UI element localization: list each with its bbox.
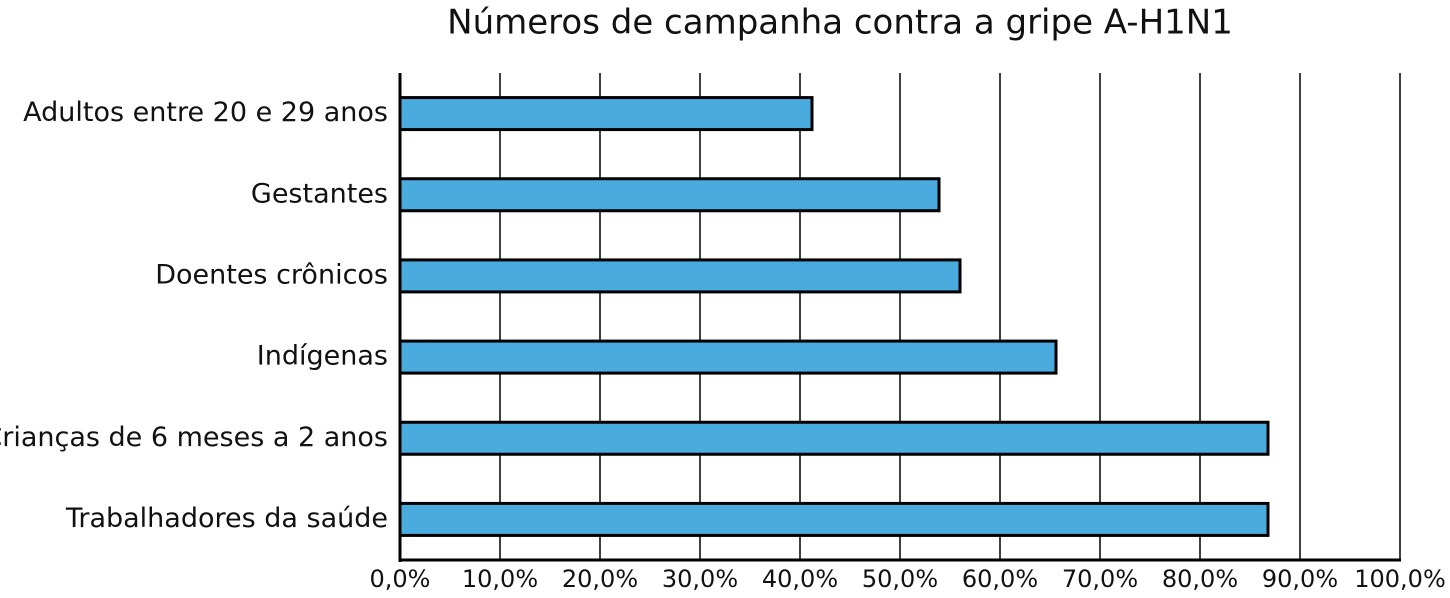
x-tick-label: 70,0% <box>1062 565 1138 593</box>
x-tick-label: 0,0% <box>370 565 431 593</box>
y-tick-label: Doentes crônicos <box>155 259 388 290</box>
y-tick-label: Adultos entre 20 e 29 anos <box>23 97 388 128</box>
y-tick-label: Trabalhadores da saúde <box>65 503 388 534</box>
x-tick-label: 60,0% <box>962 565 1038 593</box>
x-tick-label: 30,0% <box>662 565 738 593</box>
x-tick-label: 20,0% <box>562 565 638 593</box>
x-tick-label: 50,0% <box>862 565 938 593</box>
x-tick-label: 100,0% <box>1354 565 1446 593</box>
x-tick-label: 40,0% <box>762 565 838 593</box>
bar <box>398 420 1270 456</box>
x-tick-label: 10,0% <box>462 565 538 593</box>
bar <box>398 258 962 294</box>
bar <box>398 339 1058 375</box>
bar <box>398 177 941 213</box>
y-tick-label: Gestantes <box>251 178 388 209</box>
bar <box>398 501 1270 537</box>
y-tick-label: Indígenas <box>257 341 388 372</box>
bar <box>398 96 814 132</box>
x-tick-label: 80,0% <box>1162 565 1238 593</box>
x-tick-label: 90,0% <box>1262 565 1338 593</box>
y-tick-label: Crianças de 6 meses a 2 anos <box>0 422 388 453</box>
chart-title: Números de campanha contra a gripe A-H1N… <box>447 3 1233 43</box>
